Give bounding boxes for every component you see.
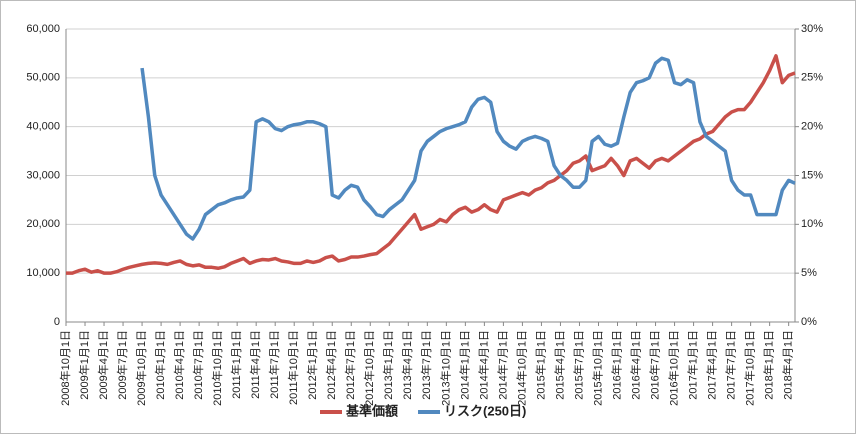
legend-label: リスク(250日)	[444, 403, 526, 418]
x-tick-label: 2010年1月1日	[153, 330, 167, 400]
x-tick-label: 2014年10月1日	[514, 330, 528, 406]
x-tick-label: 2016年4月1日	[628, 330, 642, 400]
y2-tick-label: 10%	[801, 218, 823, 230]
x-tick-label: 2012年1月1日	[305, 330, 319, 400]
x-tick-label: 2013年4月1日	[400, 330, 414, 400]
x-tick-label: 2010年4月1日	[172, 330, 186, 400]
x-tick-label: 2014年1月1日	[457, 330, 471, 400]
x-tick-label: 2018年1月1日	[762, 330, 776, 400]
y2-tick-label: 15%	[801, 169, 823, 181]
y2-tick-label: 5%	[801, 267, 817, 279]
x-tick-label: 2009年7月1日	[115, 330, 129, 400]
y2-tick-label: 30%	[801, 23, 823, 35]
x-tick-label: 2012年10月1日	[362, 330, 376, 406]
x-tick-label: 2014年7月1日	[495, 330, 509, 400]
x-tick-label: 2011年4月1日	[248, 330, 262, 399]
x-tick-label: 2010年7月1日	[191, 330, 205, 400]
x-tick-label: 2011年1月1日	[229, 330, 243, 399]
x-tick-label: 2015年1月1日	[533, 330, 547, 400]
y-tick-label: 10,000	[26, 267, 60, 279]
y2-tick-label: 25%	[801, 72, 823, 84]
x-tick-label: 2014年4月1日	[476, 330, 490, 400]
y2-tick-label: 0%	[801, 316, 817, 328]
x-tick-label: 2008年10月1日	[58, 330, 72, 406]
x-tick-label: 2011年10月1日	[286, 330, 300, 405]
series-line	[66, 54, 796, 275]
x-tick-label: 2015年4月1日	[552, 330, 566, 400]
x-tick-label: 2017年4月1日	[704, 330, 718, 400]
x-tick-label: 2018年4月1日	[781, 330, 795, 400]
x-tick-label: 2013年7月1日	[419, 330, 433, 400]
x-tick-label: 2016年1月1日	[609, 330, 623, 400]
x-tick-label: 2010年10月1日	[210, 330, 224, 406]
x-tick-label: 2009年1月1日	[77, 330, 91, 400]
y-tick-label: 40,000	[26, 121, 60, 133]
x-tick-label: 2015年7月1日	[571, 330, 585, 400]
y2-tick-label: 20%	[801, 121, 823, 133]
x-tick-label: 2016年7月1日	[647, 330, 661, 400]
legend-label: 基準価額	[345, 403, 398, 418]
series-line	[140, 56, 796, 241]
x-tick-label: 2017年1月1日	[685, 330, 699, 400]
y-tick-label: 30,000	[26, 169, 60, 181]
y-tick-label: 50,000	[26, 72, 60, 84]
x-tick-label: 2011年7月1日	[267, 330, 281, 399]
x-tick-label: 2012年7月1日	[343, 330, 357, 400]
x-tick-label: 2012年4月1日	[324, 330, 338, 400]
x-tick-label: 2015年10月1日	[590, 330, 604, 406]
y-tick-label: 0	[54, 316, 60, 328]
x-tick-label: 2017年7月1日	[724, 330, 738, 400]
x-tick-label: 2016年10月1日	[666, 330, 680, 406]
y-tick-label: 20,000	[26, 218, 60, 230]
x-tick-label: 2009年4月1日	[96, 330, 110, 400]
x-tick-label: 2013年10月1日	[438, 330, 452, 406]
x-tick-label: 2017年10月1日	[743, 330, 757, 406]
y-tick-label: 60,000	[26, 23, 60, 35]
x-tick-label: 2013年1月1日	[381, 330, 395, 400]
x-tick-label: 2009年10月1日	[134, 330, 148, 406]
